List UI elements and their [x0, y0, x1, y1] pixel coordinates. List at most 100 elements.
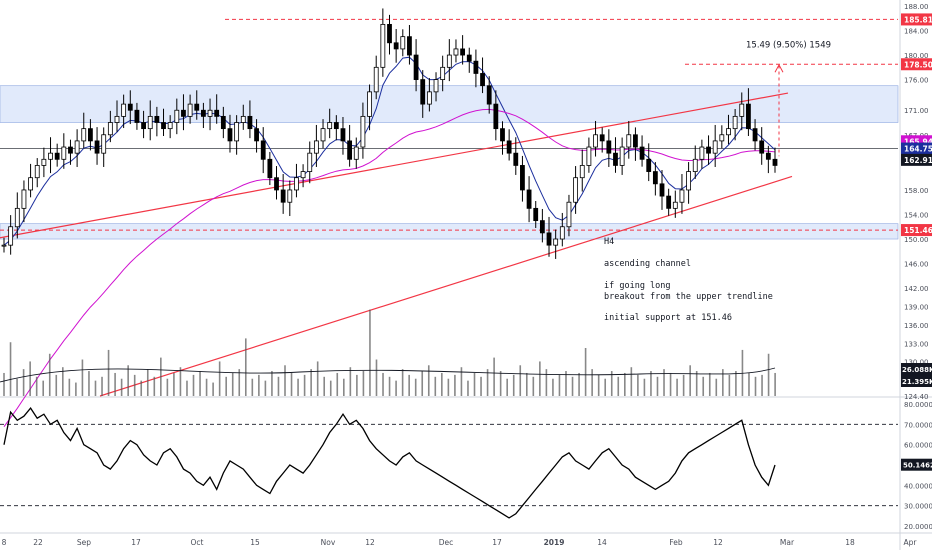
candle-body	[520, 165, 525, 191]
volume-bar	[290, 372, 293, 396]
candle-body	[460, 48, 466, 56]
volume-bar	[205, 378, 208, 396]
rsi-axis-tick: 70.0000	[904, 421, 932, 429]
candle-body	[420, 79, 426, 105]
volume-bar	[22, 369, 25, 396]
volume-tag	[901, 363, 932, 375]
candle-body	[526, 189, 532, 209]
candle-body	[121, 103, 127, 117]
candle-body	[765, 152, 771, 160]
candle-body	[480, 73, 485, 87]
volume-bar	[179, 367, 182, 396]
candle-body	[94, 140, 100, 154]
volume-bar	[395, 380, 397, 396]
volume-bar	[303, 374, 306, 396]
candle-body	[652, 171, 658, 185]
time-axis-tick: 12	[365, 538, 375, 547]
time-axis-tick: Oct	[191, 538, 204, 547]
volume-bar	[715, 378, 718, 396]
volume-bar	[81, 359, 84, 396]
volume-bar	[735, 371, 737, 396]
candle-body	[280, 189, 286, 203]
candle-body	[453, 48, 459, 56]
volume-bar	[369, 309, 371, 396]
candle-body	[247, 115, 253, 130]
volume-bar	[284, 365, 286, 396]
candle-body	[746, 103, 751, 130]
volume-bar	[146, 369, 149, 396]
volume-bar	[493, 357, 495, 396]
rsi-last-tag-label: 50.1462	[903, 462, 932, 470]
support-resistance-zone-1	[0, 223, 899, 240]
time-axis-tick: 17	[492, 538, 502, 547]
time-axis: 8 22 Sep 17 Oct 15 Nov 12 Dec 17 2019 14 Feb 12 Mar 18 A…	[2, 538, 918, 547]
candle-body	[446, 54, 452, 68]
candle-body	[161, 122, 166, 130]
candle-body	[719, 134, 725, 142]
candle-body	[240, 115, 246, 123]
candle-body	[493, 103, 499, 130]
volume-bar	[682, 374, 685, 396]
volume-bar	[101, 376, 103, 396]
candle-body	[613, 152, 618, 166]
candle-body	[666, 195, 672, 209]
price-axis: 188.00184.00180.00176.00171.00167.00163.…	[901, 3, 932, 531]
volume-bar	[650, 371, 652, 396]
candle-body	[167, 122, 173, 130]
volume-bar	[388, 376, 391, 396]
candle-body	[274, 177, 279, 191]
candle-body	[533, 207, 539, 222]
lower-trendline	[99, 175, 793, 397]
volume-bar	[16, 378, 18, 396]
volume-bar	[120, 378, 123, 396]
volume-bar	[382, 372, 384, 396]
volume-bar	[271, 371, 273, 396]
time-axis-tick: 22	[33, 538, 43, 547]
price-axis-tick: 136.00	[904, 322, 929, 330]
candle-body	[74, 140, 80, 154]
volume-average-line	[0, 367, 776, 383]
price-tag-label: 178.50	[904, 60, 932, 69]
volume-bar	[127, 365, 129, 396]
candle-body	[200, 109, 206, 117]
candle-body	[194, 103, 200, 111]
candle-body	[260, 140, 266, 160]
candle-body	[34, 165, 40, 179]
candle-body	[686, 171, 691, 191]
candle-body	[579, 165, 585, 179]
candle-body	[154, 115, 160, 123]
volume-bar	[218, 361, 221, 396]
volume-bar	[62, 367, 64, 396]
volume-bar	[297, 378, 299, 396]
volume-bar	[669, 372, 672, 396]
chart-annotation: initial support at 151.46	[604, 313, 732, 323]
volume-bar	[441, 372, 443, 396]
volume-bar	[539, 361, 541, 396]
volume-bar	[473, 372, 476, 396]
candle-body	[307, 152, 313, 172]
price-tag-label: 151.46	[904, 226, 932, 235]
volume-bar	[401, 369, 404, 396]
candle-body	[539, 220, 545, 234]
volume-bar	[748, 372, 750, 396]
candle-body	[340, 128, 346, 142]
volume-bar	[231, 372, 234, 396]
volume-bar	[722, 369, 724, 396]
volume-bar	[447, 378, 450, 396]
price-tag-label: 164.75	[904, 145, 932, 154]
candle-body	[473, 60, 479, 74]
volume-bar	[421, 371, 424, 396]
volume-bar	[153, 376, 156, 396]
volume-bar	[68, 378, 71, 396]
rsi-axis-tick: 80.0000	[904, 401, 932, 409]
time-axis-tick: 15	[250, 538, 260, 547]
candle-body	[413, 54, 419, 80]
time-axis-tick: Mar	[780, 538, 795, 547]
candle-body	[333, 122, 339, 130]
candle-body	[21, 189, 27, 209]
price-axis-tick: 139.00	[904, 303, 929, 311]
candle-body	[14, 207, 20, 228]
volume-bar	[3, 372, 5, 396]
